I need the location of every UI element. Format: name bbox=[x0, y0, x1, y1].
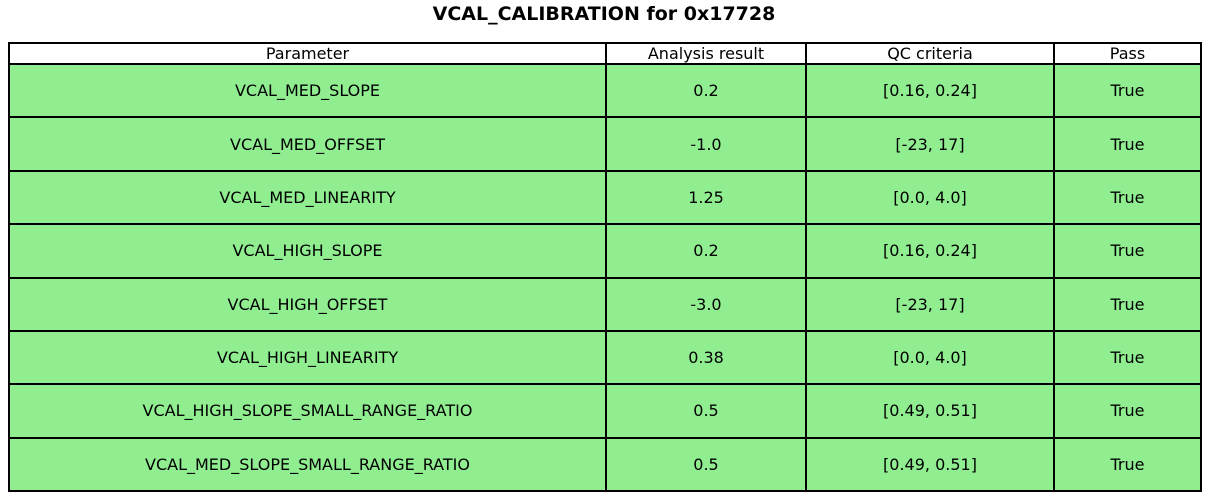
cell-criteria: [-23, 17] bbox=[806, 277, 1054, 331]
cell-parameter: VCAL_HIGH_SLOPE bbox=[9, 224, 606, 278]
cell-pass: True bbox=[1054, 64, 1201, 118]
qc-table: Parameter Analysis result QC criteria Pa… bbox=[8, 42, 1202, 492]
qc-table-header: Parameter Analysis result QC criteria Pa… bbox=[9, 43, 1201, 64]
cell-criteria: [0.49, 0.51] bbox=[806, 437, 1054, 491]
cell-result: 0.38 bbox=[606, 330, 806, 385]
table-row: VCAL_HIGH_OFFSET -3.0 [-23, 17] True bbox=[9, 277, 1201, 331]
column-header-parameter: Parameter bbox=[9, 43, 606, 64]
cell-criteria: [0.16, 0.24] bbox=[806, 224, 1054, 278]
column-header-analysis-result: Analysis result bbox=[606, 43, 806, 64]
cell-pass: True bbox=[1054, 277, 1201, 331]
cell-criteria: [0.0, 4.0] bbox=[806, 170, 1054, 225]
cell-pass: True bbox=[1054, 330, 1201, 385]
cell-criteria: [0.49, 0.51] bbox=[806, 384, 1054, 438]
cell-result: 0.2 bbox=[606, 224, 806, 278]
cell-result: 0.5 bbox=[606, 384, 806, 438]
cell-parameter: VCAL_MED_OFFSET bbox=[9, 117, 606, 171]
table-row: VCAL_MED_LINEARITY 1.25 [0.0, 4.0] True bbox=[9, 170, 1201, 225]
column-header-pass: Pass bbox=[1054, 43, 1201, 64]
cell-pass: True bbox=[1054, 384, 1201, 438]
cell-result: 0.2 bbox=[606, 64, 806, 118]
cell-parameter: VCAL_HIGH_SLOPE_SMALL_RANGE_RATIO bbox=[9, 384, 606, 438]
table-row: VCAL_MED_SLOPE_SMALL_RANGE_RATIO 0.5 [0.49… bbox=[9, 437, 1201, 491]
table-row: VCAL_HIGH_SLOPE 0.2 [0.16, 0.24] True bbox=[9, 224, 1201, 278]
cell-criteria: [0.16, 0.24] bbox=[806, 64, 1054, 118]
qc-table-body: VCAL_MED_SLOPE 0.2 [0.16, 0.24] True VCAL_ME… bbox=[9, 64, 1201, 491]
cell-parameter: VCAL_MED_SLOPE bbox=[9, 64, 606, 118]
cell-parameter: VCAL_HIGH_OFFSET bbox=[9, 277, 606, 331]
cell-criteria: [-23, 17] bbox=[806, 117, 1054, 171]
cell-parameter: VCAL_HIGH_LINEARITY bbox=[9, 330, 606, 385]
table-row: VCAL_MED_SLOPE 0.2 [0.16, 0.24] True bbox=[9, 64, 1201, 118]
cell-parameter: VCAL_MED_LINEARITY bbox=[9, 170, 606, 225]
cell-pass: True bbox=[1054, 224, 1201, 278]
table-row: VCAL_MED_OFFSET -1.0 [-23, 17] True bbox=[9, 117, 1201, 171]
cell-result: -3.0 bbox=[606, 277, 806, 331]
cell-pass: True bbox=[1054, 437, 1201, 491]
cell-criteria: [0.0, 4.0] bbox=[806, 330, 1054, 385]
cell-result: -1.0 bbox=[606, 117, 806, 171]
page-title: VCAL_CALIBRATION for 0x17728 bbox=[432, 3, 776, 25]
table-row: VCAL_HIGH_LINEARITY 0.38 [0.0, 4.0] True bbox=[9, 330, 1201, 385]
cell-parameter: VCAL_MED_SLOPE_SMALL_RANGE_RATIO bbox=[9, 437, 606, 491]
cell-result: 0.5 bbox=[606, 437, 806, 491]
column-header-qc-criteria: QC criteria bbox=[806, 43, 1054, 64]
header-row: Parameter Analysis result QC criteria Pa… bbox=[9, 43, 1201, 64]
cell-pass: True bbox=[1054, 117, 1201, 171]
cell-result: 1.25 bbox=[606, 170, 806, 225]
table-row: VCAL_HIGH_SLOPE_SMALL_RANGE_RATIO 0.5 [0.4… bbox=[9, 384, 1201, 438]
cell-pass: True bbox=[1054, 170, 1201, 225]
